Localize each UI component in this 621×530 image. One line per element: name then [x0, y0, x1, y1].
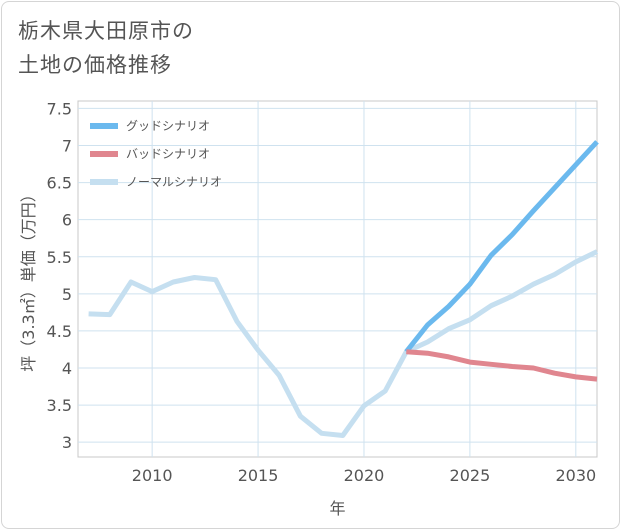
x-tick-label: 2030: [555, 466, 596, 485]
legend-label: ノーマルシナリオ: [126, 175, 222, 189]
y-tick-label: 4.5: [47, 322, 72, 341]
y-tick-label: 3: [62, 433, 72, 452]
x-tick-label: 2010: [132, 466, 173, 485]
series-line: [406, 349, 598, 382]
series-line: [404, 140, 599, 354]
y-tick-label: 6.5: [47, 174, 72, 193]
y-tick-label: 6: [62, 211, 72, 230]
chart-title: 栃木県大田原市の 土地の価格推移: [18, 14, 194, 82]
y-axis-title: 坪（3.3㎡）単価（万円）: [19, 186, 38, 371]
chart-title-line-2: 土地の価格推移: [18, 53, 172, 77]
legend-label: バッドシナリオ: [126, 147, 210, 161]
x-axis-title: 年: [329, 499, 345, 518]
y-tick-label: 5.5: [47, 248, 72, 267]
grid: [77, 100, 598, 458]
x-tick-label: 2025: [450, 466, 491, 485]
legend-label: グッドシナリオ: [126, 119, 210, 133]
y-tick-label: 7: [62, 137, 72, 156]
x-tick-label: 2015: [238, 466, 279, 485]
series-line: [88, 249, 599, 438]
axes: 2010 2015 2020 2025 2030 3 3.5 4 4.5 5 5.5 6 6.5 7 7.5: [47, 99, 597, 485]
plot-area: [77, 100, 598, 458]
y-tick-label: 7.5: [47, 99, 72, 118]
series-lines: [88, 140, 599, 438]
y-tick-label: 5: [62, 285, 72, 304]
y-tick-label: 4: [62, 359, 72, 378]
chart-title-line-1: 栃木県大田原市の: [18, 19, 194, 43]
x-tick-label: 2020: [344, 466, 385, 485]
y-tick-label: 3.5: [47, 396, 72, 415]
